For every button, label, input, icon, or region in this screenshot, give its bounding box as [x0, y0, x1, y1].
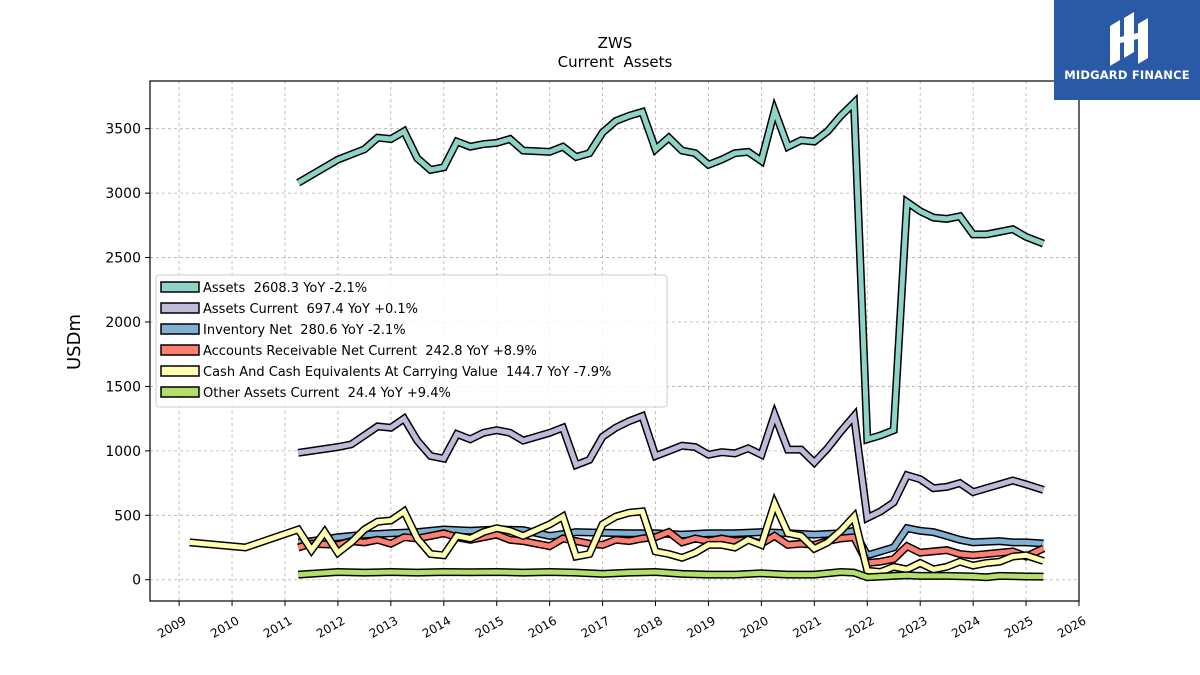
series-3	[297, 527, 1046, 568]
legend-swatch	[160, 344, 200, 356]
y-tick-label: 500	[114, 508, 141, 524]
series-line	[297, 525, 1044, 559]
series-line	[297, 529, 1045, 566]
y-tick-label: 3500	[105, 122, 141, 138]
series-layer	[189, 93, 1046, 582]
legend-swatch	[160, 365, 200, 377]
legend-entry: Inventory Net 280.6 YoY -2.1%	[203, 323, 406, 338]
legend-swatch	[160, 323, 200, 335]
legend-swatch	[160, 281, 200, 293]
y-tick-label: 3000	[105, 186, 141, 202]
chart-subtitle: Current Assets	[558, 53, 673, 71]
logo: MIDGARD FINANCE	[1054, 0, 1200, 100]
series-4	[189, 492, 1045, 577]
series-line	[296, 97, 1045, 443]
plot-frame	[149, 80, 1080, 602]
legend-entry: Assets Current 697.4 YoY +0.1%	[203, 302, 418, 317]
logo-mark-icon	[1110, 12, 1148, 66]
series-2	[297, 523, 1044, 561]
legend-swatch	[160, 386, 200, 398]
series-line	[298, 569, 1044, 580]
series-0	[296, 93, 1045, 445]
legend: Assets 2608.3 YoY -2.1% Assets Current 69…	[155, 274, 668, 408]
y-tick-label: 0	[132, 573, 141, 589]
y-axis-label: USDm	[64, 314, 85, 370]
y-tick-label: 1000	[105, 444, 141, 460]
series-1	[297, 402, 1045, 524]
legend-entry: Other Assets Current 24.4 YoY +9.4%	[203, 386, 451, 401]
legend-box	[155, 274, 668, 408]
y-tick-label: 1500	[105, 379, 141, 395]
legend-entry: Assets 2608.3 YoY -2.1%	[203, 281, 367, 296]
y-tick-label: 2000	[105, 315, 141, 331]
chart-title: ZWS	[598, 34, 633, 52]
legend-swatch	[160, 302, 200, 314]
legend-entry: Accounts Receivable Net Current 242.8 Yo…	[203, 344, 537, 359]
series-5	[297, 567, 1044, 582]
legend-entry: Cash And Cash Equivalents At Carrying Va…	[203, 365, 611, 380]
series-line	[189, 496, 1045, 575]
y-tick-label: 2500	[105, 251, 141, 267]
logo-text: MIDGARD FINANCE	[1064, 68, 1190, 82]
series-line	[297, 407, 1045, 522]
